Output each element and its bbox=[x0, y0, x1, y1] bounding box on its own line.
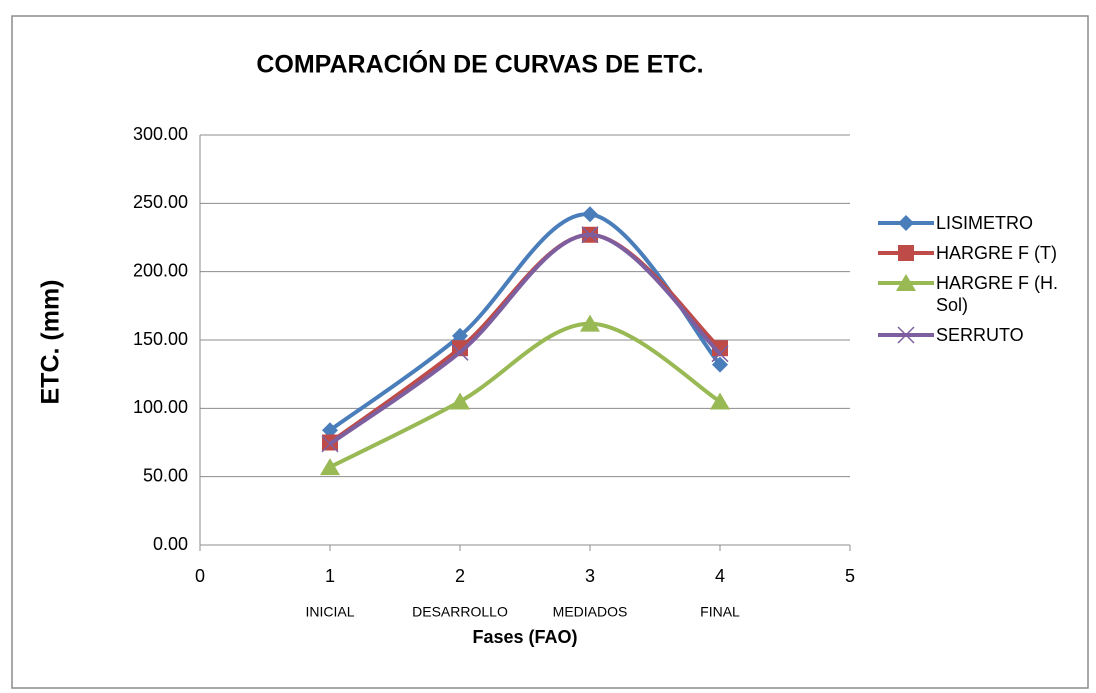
y-tick-label: 300.00 bbox=[133, 124, 188, 144]
marker bbox=[321, 435, 339, 453]
y-tick-label: 150.00 bbox=[133, 329, 188, 349]
series-line bbox=[328, 232, 722, 446]
x-tick-label: 2 bbox=[455, 566, 465, 586]
legend-label: LISIMETRO bbox=[936, 213, 1034, 233]
legend: LISIMETRO HARGRE F (T) HARGRE F (H. Sol) SE… bbox=[876, 212, 1086, 354]
marker bbox=[580, 314, 600, 332]
y-tick-label: 250.00 bbox=[133, 192, 188, 212]
chart-title: COMPARACIÓN DE CURVAS DE ETC. bbox=[256, 49, 703, 79]
y-tick-label: 50.00 bbox=[143, 465, 188, 485]
marker bbox=[582, 206, 598, 223]
marker bbox=[322, 422, 338, 439]
marker bbox=[451, 343, 469, 361]
legend-label: SERRUTO bbox=[936, 325, 1024, 345]
chart-border bbox=[11, 15, 1089, 689]
legend-swatch bbox=[878, 326, 934, 344]
phase-label: FINAL bbox=[700, 604, 740, 620]
y-tick-label: 100.00 bbox=[133, 397, 188, 417]
phase-label: DESARROLLO bbox=[412, 604, 508, 620]
y-axis-label: ETC. (mm) bbox=[37, 280, 65, 405]
x-tick-label: 4 bbox=[715, 566, 725, 586]
series-line bbox=[329, 321, 722, 469]
legend-label: HARGRE F (T) bbox=[936, 243, 1057, 263]
legend-swatch bbox=[878, 215, 934, 231]
marker bbox=[452, 340, 468, 357]
marker bbox=[320, 458, 340, 476]
marker bbox=[452, 327, 468, 344]
x-axis-label: Fases (FAO) bbox=[472, 627, 577, 647]
marker bbox=[896, 274, 916, 291]
legend-label: HARGRE F (H. Sol) bbox=[936, 273, 1059, 315]
marker bbox=[711, 345, 729, 363]
legend-swatch bbox=[878, 245, 934, 261]
legend-swatch bbox=[878, 274, 934, 291]
x-tick-label: 0 bbox=[195, 566, 205, 586]
x-tick-label: 1 bbox=[325, 566, 335, 586]
legend-item: HARGRE F (T) bbox=[876, 242, 1086, 264]
x-tick-label: 5 bbox=[845, 566, 855, 586]
legend-item: LISIMETRO bbox=[876, 212, 1086, 234]
marker bbox=[712, 356, 728, 373]
marker bbox=[897, 326, 915, 344]
marker bbox=[581, 226, 599, 244]
phase-label: MEDIADOS bbox=[553, 604, 628, 620]
y-tick-label: 0.00 bbox=[153, 534, 188, 554]
legend-item: HARGRE F (H. Sol) bbox=[876, 272, 1086, 316]
x-tick-label: 3 bbox=[585, 566, 595, 586]
y-tick-label: 200.00 bbox=[133, 260, 188, 280]
marker bbox=[898, 215, 914, 231]
marker bbox=[898, 245, 914, 261]
marker bbox=[710, 392, 730, 410]
phase-label: INICIAL bbox=[305, 604, 354, 620]
marker bbox=[450, 392, 470, 410]
legend-item: SERRUTO bbox=[876, 324, 1086, 346]
